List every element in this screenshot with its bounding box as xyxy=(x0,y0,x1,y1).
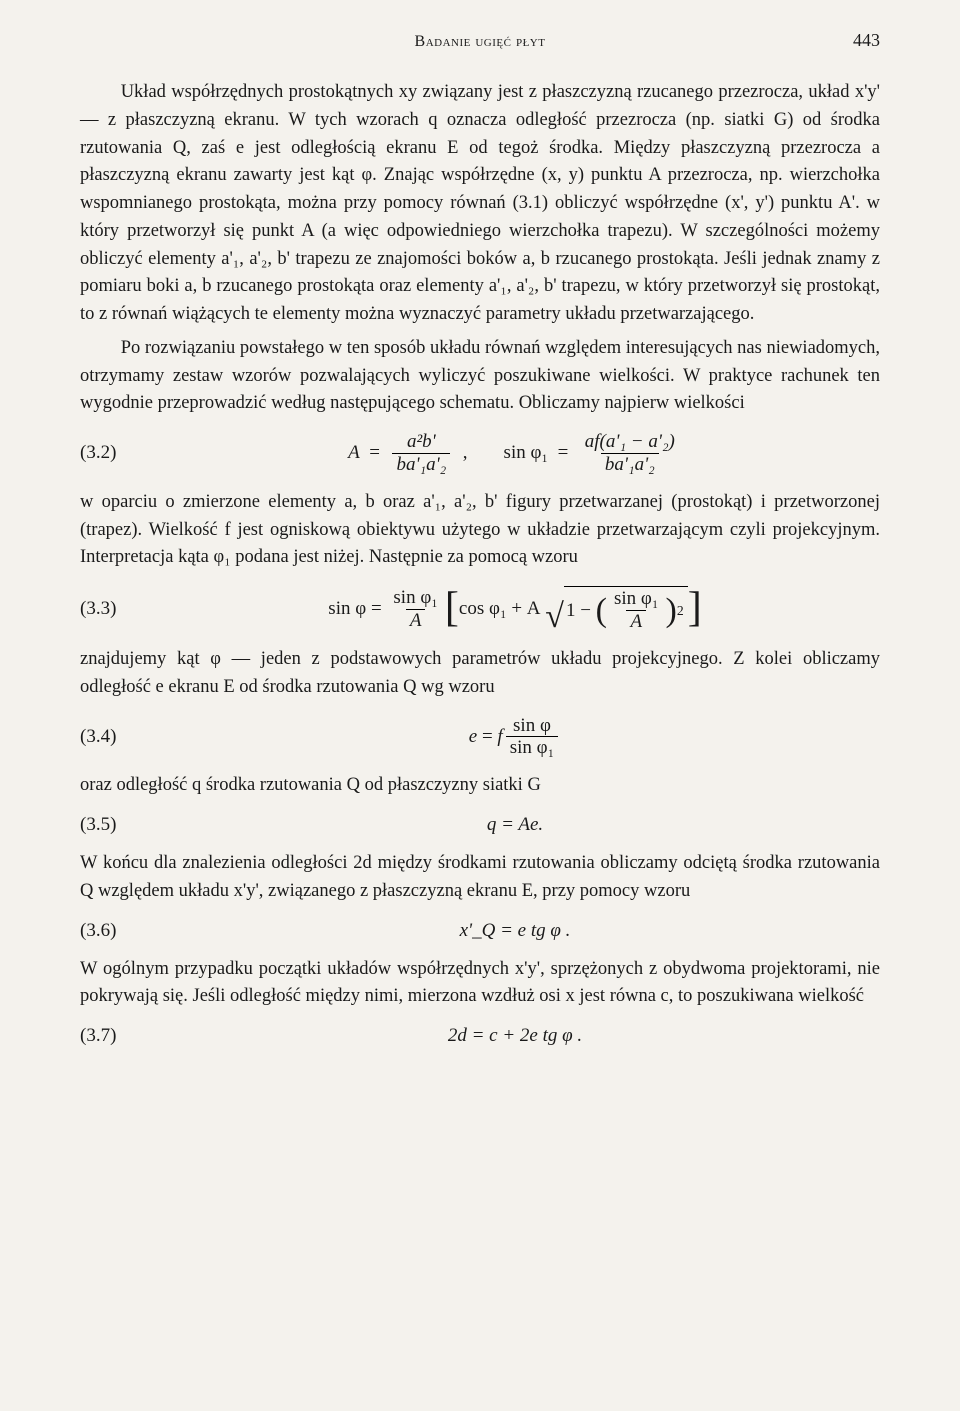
eq33-frac1-den: A xyxy=(406,609,426,631)
equation-number: (3.6) xyxy=(80,920,150,942)
paragraph-3: w oparciu o zmierzone elementy a, b oraz… xyxy=(80,489,880,572)
eq33-inner-den: A xyxy=(626,610,646,632)
eq34-lhs: e xyxy=(469,726,477,748)
eq33-sqrt: √ 1 − ( sin φ₁ A ) 2 xyxy=(545,586,687,632)
equation-number: (3.3) xyxy=(80,598,150,620)
eq32-sin-lhs: sin φ₁ xyxy=(504,442,549,463)
equation-3-3: (3.3) sin φ = sin φ₁ A [ cos φ₁ + A √ 1 … xyxy=(80,586,880,632)
sqrt-icon: √ xyxy=(545,600,564,634)
equation-3-4: (3.4) e = f sin φ sin φ₁ xyxy=(80,716,880,759)
right-bracket-icon: ] xyxy=(688,592,702,626)
eq32-sin-den: ba'₁a'₂ xyxy=(601,453,659,475)
equation-3-5: (3.5) q = Ae. xyxy=(80,814,880,836)
equation-body: A = a²b' ba'₁a'₂ , sin φ₁ = af(a'₁ − a'₂… xyxy=(150,432,880,475)
equation-number: (3.4) xyxy=(80,726,150,748)
equation-3-6: (3.6) x'_Q = e tg φ . xyxy=(80,920,880,942)
equation-body: q = Ae. xyxy=(150,814,880,836)
left-paren-icon: ( xyxy=(596,597,607,624)
equation-3-2: (3.2) A = a²b' ba'₁a'₂ , sin φ₁ = af(a'₁… xyxy=(80,432,880,475)
eq32-sin: sin φ₁ = af(a'₁ − a'₂) ba'₁a'₂ xyxy=(504,432,682,475)
eq34-f: f xyxy=(497,726,502,748)
running-head: Badanie ugięć płyt xyxy=(140,33,820,51)
eq32-A-frac: a²b' ba'₁a'₂ xyxy=(392,432,450,475)
equation-body: x'_Q = e tg φ . xyxy=(150,920,880,942)
equation-body: e = f sin φ sin φ₁ xyxy=(150,716,880,759)
left-bracket-icon: [ xyxy=(445,592,459,626)
equation-number: (3.5) xyxy=(80,814,150,836)
eq33-sqrt-body: 1 − ( sin φ₁ A ) 2 xyxy=(564,586,688,632)
eq33-one-minus: 1 − xyxy=(566,600,591,622)
right-paren-icon: ) xyxy=(666,597,677,624)
eq33-inner-frac: sin φ₁ A xyxy=(610,589,663,632)
equation-number: (3.2) xyxy=(80,442,150,464)
paragraph-4: znajdujemy kąt φ — jeden z podstawowych … xyxy=(80,646,880,702)
eq32-A-num: a²b' xyxy=(403,432,440,453)
eq32-A: A = a²b' ba'₁a'₂ , xyxy=(348,432,467,475)
paragraph-6: W końcu dla znalezienia odległości 2d mi… xyxy=(80,850,880,906)
eq33-inner-num: sin φ₁ xyxy=(610,589,663,610)
eq34-den: sin φ₁ xyxy=(506,736,559,758)
eq32-A-den: ba'₁a'₂ xyxy=(392,453,450,475)
paragraph-1: Układ współrzędnych prostokątnych xy zwi… xyxy=(80,79,880,329)
eq32-sin-frac: af(a'₁ − a'₂) ba'₁a'₂ xyxy=(581,432,679,475)
equation-number: (3.7) xyxy=(80,1025,150,1047)
equation-3-7: (3.7) 2d = c + 2e tg φ . xyxy=(80,1025,880,1047)
equation-body: sin φ = sin φ₁ A [ cos φ₁ + A √ 1 − ( xyxy=(150,586,880,632)
paragraph-5: oraz odległość q środka rzutowania Q od … xyxy=(80,772,880,800)
eq33-lhs: sin φ xyxy=(328,598,366,620)
eq33-frac1: sin φ₁ A xyxy=(389,588,442,631)
eq34-expr: e = f sin φ sin φ₁ xyxy=(469,716,561,759)
eq32-A-lhs: A xyxy=(348,442,360,463)
eq33-expr: sin φ = sin φ₁ A [ cos φ₁ + A √ 1 − ( xyxy=(328,586,701,632)
eq33-frac1-num: sin φ₁ xyxy=(389,588,442,609)
page: Badanie ugięć płyt 443 Układ współrzędny… xyxy=(40,0,920,1121)
equation-body: 2d = c + 2e tg φ . xyxy=(150,1025,880,1047)
paragraph-2: Po rozwiązaniu powstałego w ten sposób u… xyxy=(80,335,880,418)
eq34-frac: sin φ sin φ₁ xyxy=(506,716,559,759)
page-header: Badanie ugięć płyt 443 xyxy=(80,30,880,51)
page-number: 443 xyxy=(820,30,880,51)
paragraph-7: W ogólnym przypadku początki układów wsp… xyxy=(80,956,880,1012)
eq32-sin-num: af(a'₁ − a'₂) xyxy=(581,432,679,453)
eq33-cos: cos φ₁ + A xyxy=(459,598,541,620)
eq34-num: sin φ xyxy=(509,716,555,737)
